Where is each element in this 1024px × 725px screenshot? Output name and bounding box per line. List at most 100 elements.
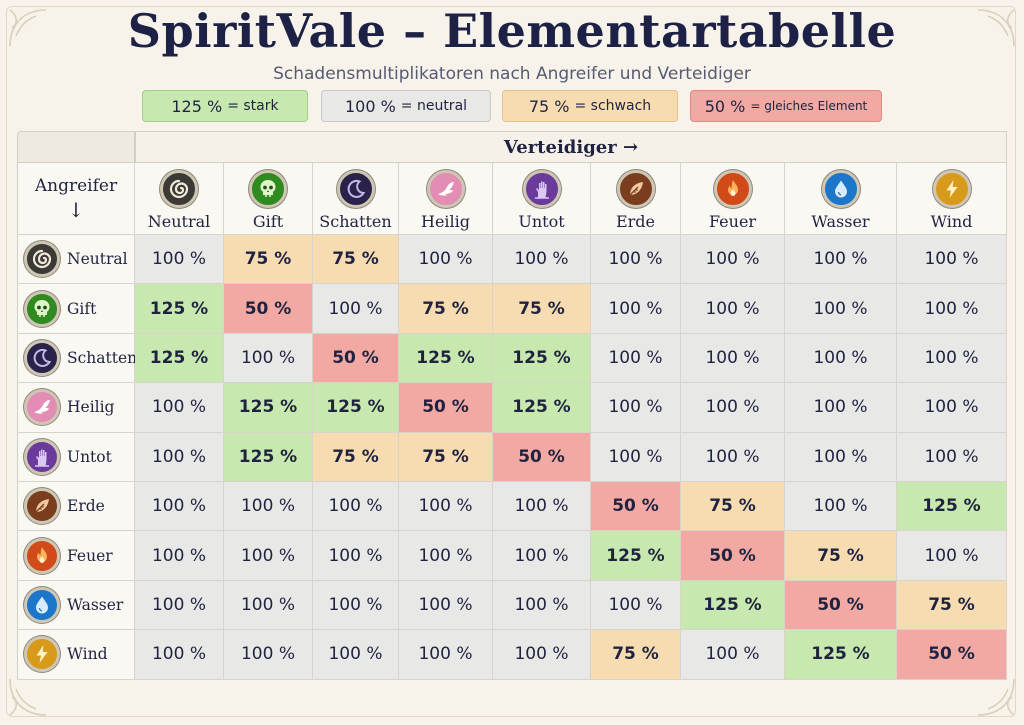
multiplier-value: 125 % xyxy=(922,496,981,517)
page-title: SpiritVale – Elementartabelle xyxy=(127,4,897,58)
column-header-label: Wasser xyxy=(811,212,870,231)
table-cell: 75 % xyxy=(493,284,591,334)
multiplier-value: 100 % xyxy=(705,347,760,368)
multiplier-value: 100 % xyxy=(514,644,569,665)
table-cell: 100 % xyxy=(591,235,681,285)
table-cell: 100 % xyxy=(493,630,591,680)
column-header-label: Wind xyxy=(930,212,973,231)
multiplier-value: 125 % xyxy=(238,446,298,467)
table-cell: 100 % xyxy=(493,481,591,532)
row-header-label: Wasser xyxy=(67,595,124,614)
multiplier-value: 125 % xyxy=(811,644,870,665)
column-header-label: Erde xyxy=(615,212,656,231)
column-header-gift: Gift xyxy=(224,163,313,235)
table-cell: 125 % xyxy=(224,383,313,433)
table-cell: 100 % xyxy=(224,531,313,581)
table-cell: 100 % xyxy=(313,481,399,532)
multiplier-value: 75 % xyxy=(422,446,469,467)
column-header-label: Gift xyxy=(252,212,284,231)
wing-icon xyxy=(426,170,465,208)
skull-icon xyxy=(24,290,60,327)
table-cell: 125 % xyxy=(493,333,591,384)
row-header-feuer: Feuer xyxy=(17,531,135,581)
table-cell: 100 % xyxy=(785,333,897,384)
multiplier-value: 100 % xyxy=(514,545,569,566)
multiplier-value: 50 % xyxy=(709,545,756,566)
multiplier-value: 125 % xyxy=(416,347,475,368)
column-header-erde: Erde xyxy=(591,163,681,235)
legend-label: = neutral xyxy=(400,98,468,114)
table-cell: 100 % xyxy=(681,333,785,384)
multiplier-value: 100 % xyxy=(418,249,473,270)
multiplier-value: 75 % xyxy=(332,249,379,270)
table-cell: 125 % xyxy=(135,284,224,334)
column-header-wind: Wind xyxy=(897,163,1007,235)
legend-label: = gleiches Element xyxy=(750,99,868,113)
table-cell: 50 % xyxy=(493,432,591,482)
multiplier-value: 100 % xyxy=(924,298,979,319)
table-cell: 75 % xyxy=(399,432,493,482)
row-header-untot: Untot xyxy=(17,432,135,482)
element-table: Verteidiger → Angreifer ↓ Neutral Gift Sch… xyxy=(17,131,1007,680)
multiplier-value: 100 % xyxy=(813,249,868,270)
water-drop-icon xyxy=(821,170,860,208)
table-cell: 100 % xyxy=(681,284,785,334)
table-cell: 100 % xyxy=(681,235,785,285)
table-cell: 100 % xyxy=(135,481,224,532)
row-header-neutral: Neutral xyxy=(17,235,135,285)
multiplier-value: 50 % xyxy=(332,347,379,368)
page-frame xyxy=(6,6,1016,717)
multiplier-value: 100 % xyxy=(705,446,760,467)
table-cell: 75 % xyxy=(224,235,313,285)
legend-item-same: 50 % = gleiches Element xyxy=(690,90,882,122)
multiplier-value: 75 % xyxy=(817,545,864,566)
table-cell: 125 % xyxy=(785,630,897,680)
table-cell: 100 % xyxy=(493,531,591,581)
table-cell: 100 % xyxy=(224,333,313,384)
multiplier-value: 100 % xyxy=(924,347,979,368)
table-cell: 100 % xyxy=(135,235,224,285)
column-header-wasser: Wasser xyxy=(785,163,897,235)
table-cell: 100 % xyxy=(681,383,785,433)
multiplier-value: 100 % xyxy=(514,594,569,615)
row-header-label: Schatten xyxy=(67,348,138,367)
multiplier-value: 100 % xyxy=(418,644,473,665)
table-cell: 100 % xyxy=(224,630,313,680)
multiplier-value: 75 % xyxy=(612,644,659,665)
swirl-icon xyxy=(160,170,198,208)
table-cell: 100 % xyxy=(224,580,313,631)
multiplier-value: 50 % xyxy=(422,397,469,418)
legend-pct: 50 % xyxy=(704,96,746,116)
multiplier-value: 100 % xyxy=(328,496,383,517)
multiplier-value: 100 % xyxy=(151,397,206,418)
legend-pct: 75 % xyxy=(528,96,570,116)
legend-pct: 125 % xyxy=(171,96,223,116)
table-cell: 125 % xyxy=(493,383,591,433)
row-header-erde: Erde xyxy=(17,481,135,532)
crescent-moon-icon xyxy=(336,170,375,208)
table-cell: 100 % xyxy=(493,580,591,631)
multiplier-value: 100 % xyxy=(151,644,206,665)
column-header-schatten: Schatten xyxy=(313,163,399,235)
multiplier-value: 100 % xyxy=(813,496,868,517)
defender-header: Verteidiger → xyxy=(135,131,1007,163)
attacker-header: Angreifer ↓ xyxy=(17,163,135,235)
table-cell: 75 % xyxy=(785,531,897,581)
table-cell: 100 % xyxy=(135,383,224,433)
table-cell: 125 % xyxy=(224,432,313,482)
legend-item-neutral: 100 % = neutral xyxy=(321,90,491,122)
multiplier-value: 100 % xyxy=(608,397,663,418)
table-cell: 100 % xyxy=(135,531,224,581)
table-cell: 75 % xyxy=(399,284,493,334)
table-cell: 100 % xyxy=(313,580,399,631)
table-cell: 125 % xyxy=(313,383,399,433)
multiplier-value: 75 % xyxy=(928,594,975,615)
multiplier-value: 100 % xyxy=(418,545,473,566)
table-cell: 50 % xyxy=(399,383,493,433)
column-header-label: Heilig xyxy=(420,212,470,231)
table-cell: 100 % xyxy=(897,383,1007,433)
leaf-icon xyxy=(616,170,655,208)
multiplier-value: 75 % xyxy=(518,298,565,319)
column-header-heilig: Heilig xyxy=(399,163,493,235)
lightning-icon xyxy=(932,170,971,208)
